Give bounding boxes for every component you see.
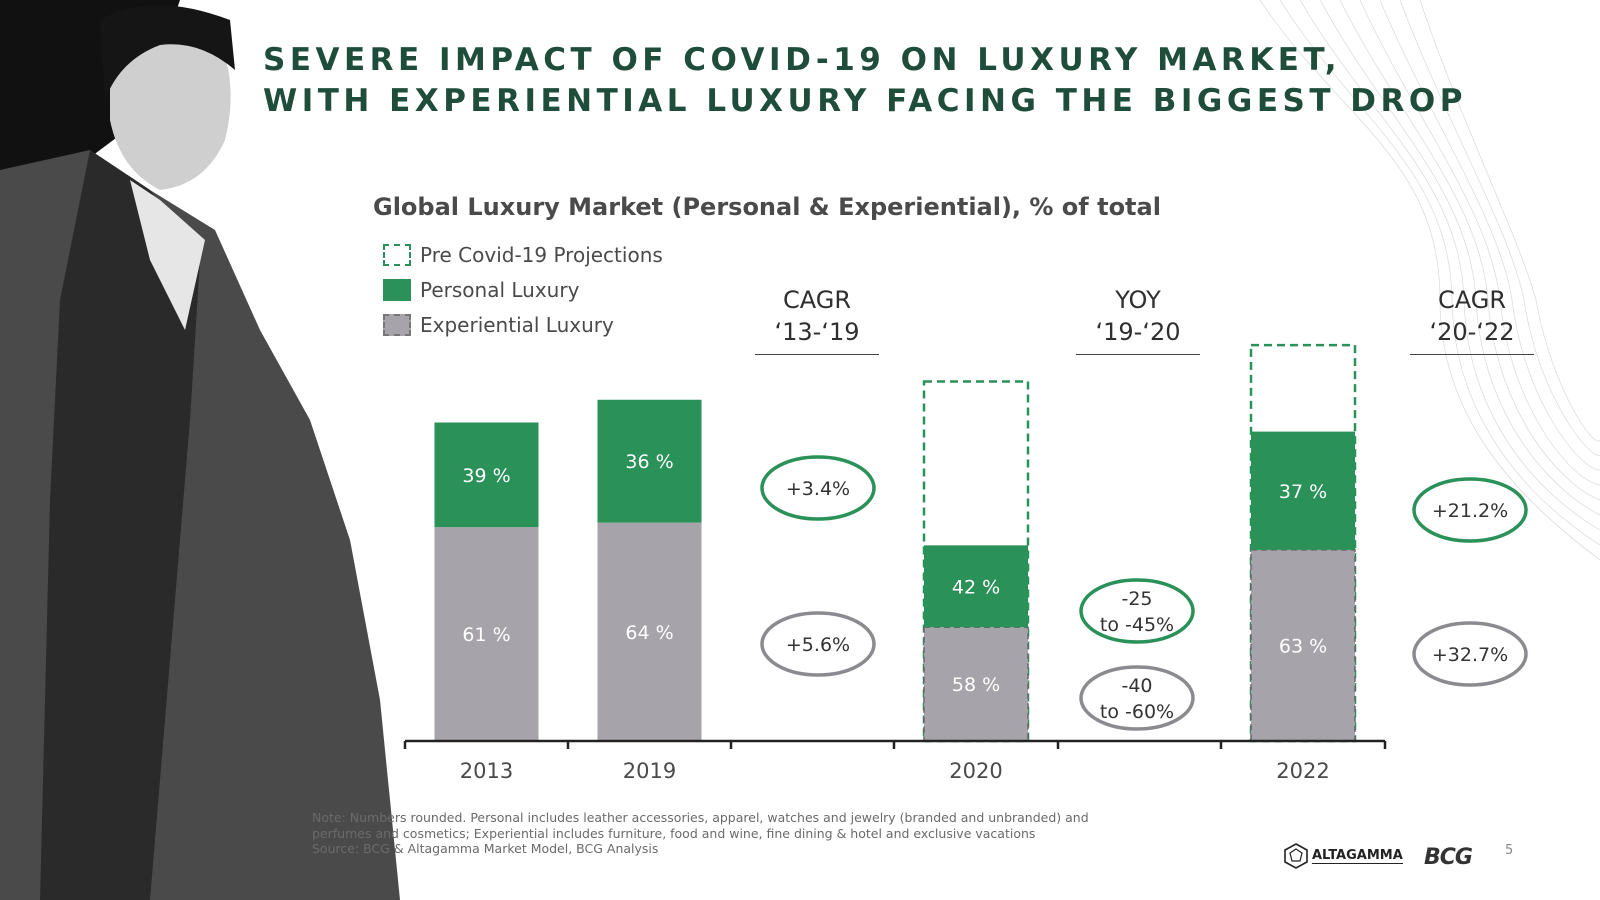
bar-personal-2020 bbox=[924, 545, 1028, 628]
bar-personal-2013 bbox=[434, 422, 539, 528]
altagamma-logo-text: ALTAGAMMA bbox=[1312, 848, 1403, 864]
x-tick-label-2020: 2020 bbox=[949, 759, 1002, 783]
x-tick-label-2019: 2019 bbox=[623, 759, 676, 783]
bar-personal-2022 bbox=[1251, 431, 1355, 550]
x-tick-label-2013: 2013 bbox=[460, 759, 513, 783]
legend-label-personal: Personal Luxury bbox=[420, 278, 580, 302]
bar-experiential-2022 bbox=[1250, 549, 1356, 742]
label-experiential-2019: 64 % bbox=[625, 622, 673, 644]
altagamma-emblem-icon bbox=[1284, 843, 1308, 869]
column-header-cagr-13-19: CAGR ‘13-‘19 bbox=[755, 284, 879, 355]
label-personal-2013: 39 % bbox=[462, 465, 510, 487]
legend-label-experiential: Experiential Luxury bbox=[420, 313, 614, 337]
footnote-line-2: perfumes and cosmetics; Experiential inc… bbox=[312, 825, 1036, 841]
legend-swatch-experiential bbox=[383, 314, 411, 336]
column-header-cagr-13-19-line2: ‘13-‘19 bbox=[774, 318, 860, 346]
growth-personal-0: +3.4% bbox=[786, 478, 850, 500]
oval-personal-1 bbox=[1079, 578, 1195, 644]
growth-experiential-0: +5.6% bbox=[786, 634, 850, 656]
legend-item-experiential: Experiential Luxury bbox=[383, 310, 614, 340]
chart-title: Global Luxury Market (Personal & Experie… bbox=[373, 193, 1161, 221]
legend-swatch-personal bbox=[383, 279, 411, 301]
legend-label-projection: Pre Covid-19 Projections bbox=[420, 243, 663, 267]
column-header-yoy-19-20-line1: YOY bbox=[1115, 286, 1161, 314]
slide-title: SEVERE IMPACT OF COVID-19 ON LUXURY MARK… bbox=[263, 40, 1467, 122]
column-header-cagr-20-22-line2: ‘20-‘22 bbox=[1429, 318, 1515, 346]
bar-experiential-2013 bbox=[434, 527, 539, 741]
label-experiential-2022: 63 % bbox=[1279, 635, 1327, 657]
growth-experiential-1: -40 to -60% bbox=[1100, 675, 1174, 723]
legend-swatch-projection bbox=[383, 244, 411, 266]
x-tick-label-2022: 2022 bbox=[1276, 759, 1329, 783]
bar-personal-2019 bbox=[597, 399, 702, 523]
model-photo bbox=[0, 0, 400, 900]
bar-experiential-2019 bbox=[597, 522, 702, 741]
oval-personal-0 bbox=[760, 455, 876, 521]
column-header-cagr-20-22-line1: CAGR bbox=[1437, 286, 1507, 314]
slide-title-line-1: SEVERE IMPACT OF COVID-19 ON LUXURY MARK… bbox=[263, 42, 1341, 78]
footnote-line-1: Note: Numbers rounded. Personal includes… bbox=[312, 810, 1089, 825]
oval-experiential-2 bbox=[1412, 621, 1528, 687]
footnote: Note: Numbers rounded. Personal includes… bbox=[312, 810, 1232, 857]
label-personal-2022: 37 % bbox=[1279, 481, 1327, 503]
column-header-yoy-19-20: YOY ‘19-‘20 bbox=[1076, 284, 1200, 355]
bcg-logo: BCG bbox=[1424, 845, 1473, 870]
label-personal-2019: 36 % bbox=[625, 451, 673, 473]
label-experiential-2013: 61 % bbox=[462, 624, 510, 646]
column-header-cagr-13-19-line1: CAGR bbox=[782, 286, 852, 314]
slide-title-line-2: WITH EXPERIENTIAL LUXURY FACING THE BIGG… bbox=[263, 83, 1467, 119]
oval-experiential-0 bbox=[760, 611, 876, 677]
legend-item-projection: Pre Covid-19 Projections bbox=[383, 240, 663, 270]
growth-personal-2: +21.2% bbox=[1432, 500, 1508, 522]
page-number: 5 bbox=[1505, 843, 1514, 858]
label-experiential-2020: 58 % bbox=[952, 674, 1000, 696]
oval-personal-2 bbox=[1412, 477, 1528, 543]
source-line: Source: BCG & Altagamma Market Model, BC… bbox=[312, 841, 659, 856]
growth-experiential-2: +32.7% bbox=[1432, 644, 1508, 666]
label-personal-2020: 42 % bbox=[952, 576, 1000, 598]
column-header-yoy-19-20-line2: ‘19-‘20 bbox=[1095, 318, 1181, 346]
legend-item-personal: Personal Luxury bbox=[383, 275, 579, 305]
growth-personal-1: -25 to -45% bbox=[1100, 588, 1174, 636]
column-header-cagr-20-22: CAGR ‘20-‘22 bbox=[1410, 284, 1534, 355]
altagamma-logo: ALTAGAMMA bbox=[1284, 843, 1403, 869]
oval-experiential-1 bbox=[1079, 665, 1195, 731]
decorative-wave-lines bbox=[1259, 0, 1600, 561]
bar-experiential-2020 bbox=[923, 626, 1029, 742]
